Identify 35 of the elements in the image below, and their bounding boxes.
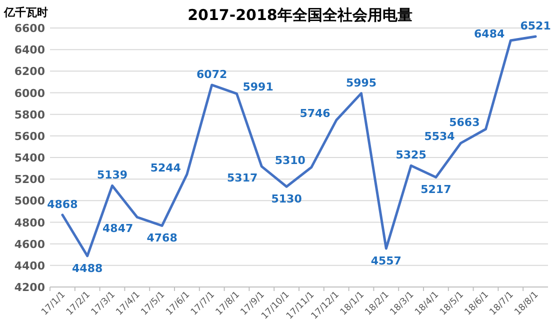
y-tick-label: 5600 (14, 130, 46, 143)
data-label: 6521 (520, 20, 551, 33)
data-label: 5217 (420, 183, 452, 196)
data-label: 4557 (370, 254, 402, 268)
data-label: 4868 (47, 198, 78, 211)
y-tick-label: 4200 (14, 281, 46, 294)
data-label: 5995 (346, 76, 377, 90)
y-tick-label: 6600 (14, 22, 46, 35)
data-label: 5310 (274, 154, 306, 168)
y-axis-title: 亿千瓦时 (3, 6, 48, 19)
data-label: 6484 (474, 28, 505, 41)
data-label: 5325 (396, 148, 426, 162)
y-tick-label: 5200 (14, 173, 46, 186)
y-tick-label: 4600 (14, 238, 46, 251)
data-label: 5991 (242, 80, 274, 94)
y-tick-label: 6400 (14, 44, 46, 57)
data-label: 4847 (102, 222, 134, 236)
data-label: 5130 (271, 192, 302, 206)
y-tick-label: 5400 (14, 152, 46, 164)
data-label: 5244 (150, 161, 182, 174)
data-label: 5746 (300, 107, 331, 120)
data-label: 5317 (227, 171, 258, 184)
y-tick-label: 6200 (14, 65, 46, 78)
data-label: 5139 (96, 168, 128, 182)
y-tick-label: 4400 (14, 259, 46, 272)
y-tick-label: 4800 (14, 216, 46, 230)
data-label: 5663 (449, 116, 480, 130)
y-tick-label: 6000 (14, 86, 46, 100)
data-label: 4768 (146, 232, 178, 245)
data-label: 5534 (424, 130, 456, 144)
data-label: 6072 (196, 68, 228, 81)
data-label: 4488 (72, 262, 103, 275)
chart-title: 2017-2018年全国全社会用电量 (188, 6, 412, 24)
y-tick-label: 5800 (14, 108, 46, 122)
y-tick-label: 5000 (14, 194, 46, 208)
